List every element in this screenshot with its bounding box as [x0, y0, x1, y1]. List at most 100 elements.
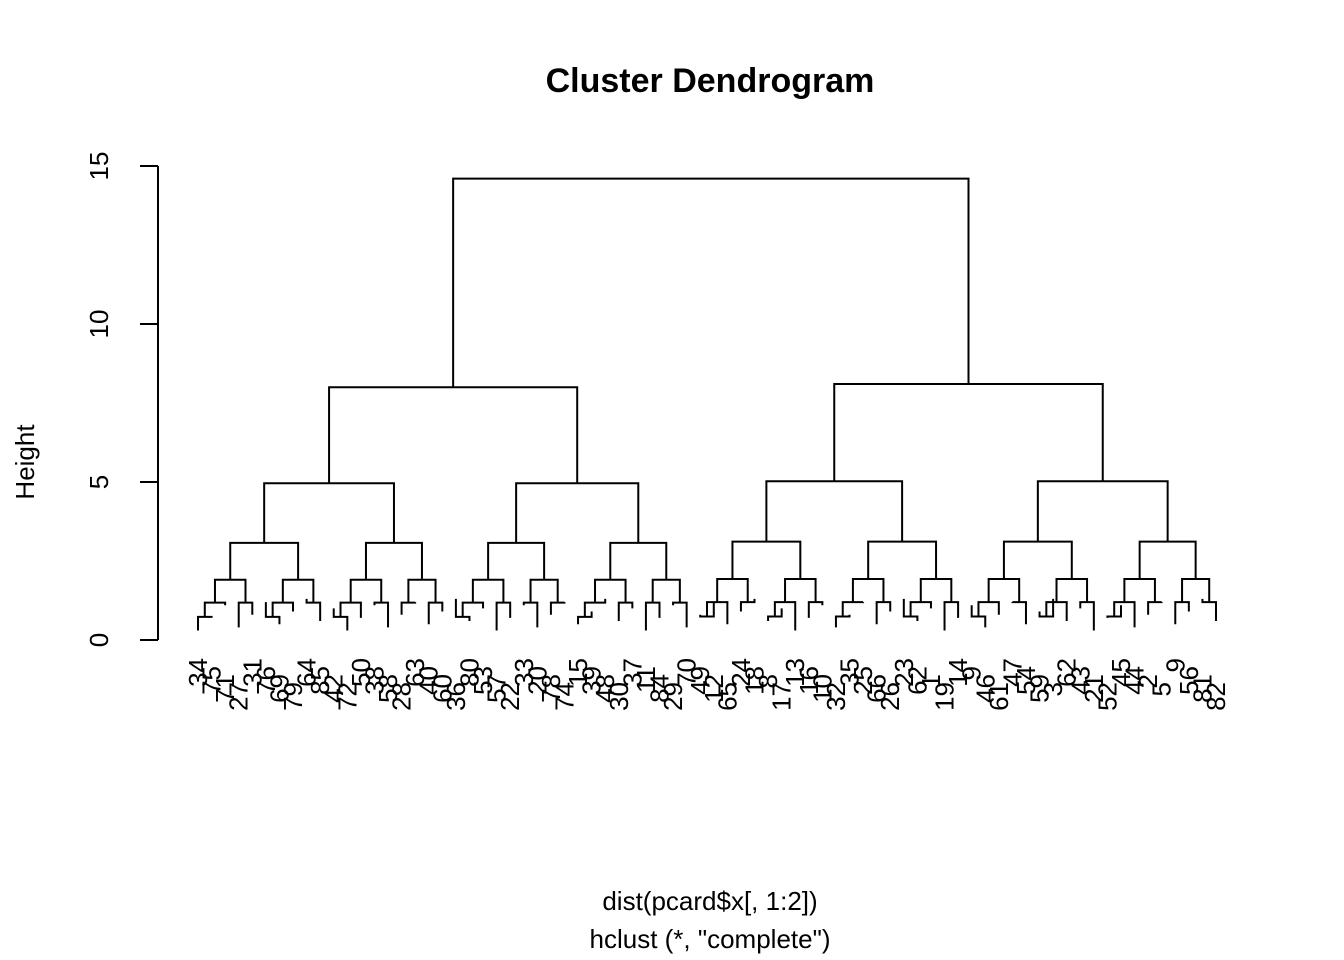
merge-link — [203, 601, 227, 617]
merge-link — [651, 578, 681, 603]
merge-link — [834, 614, 851, 628]
leaf-label: 49 — [685, 666, 715, 695]
merge-link — [594, 578, 627, 603]
merge-link — [549, 601, 566, 615]
leaf-label: 79 — [278, 682, 308, 711]
merge-link — [699, 602, 715, 618]
merge-link — [471, 578, 505, 603]
merge-link — [919, 577, 953, 603]
merge-link — [229, 541, 300, 580]
leaf-label: 58 — [373, 674, 403, 703]
merge-link — [909, 601, 932, 617]
merge-link — [400, 601, 417, 615]
merge-link — [373, 601, 390, 628]
leaf-label: 3 — [1038, 682, 1068, 696]
merge-link — [197, 615, 213, 631]
leaf-label: 45 — [1106, 658, 1136, 687]
leaf-label: 5 — [1147, 682, 1177, 696]
merge-link — [987, 577, 1021, 603]
leaf-label: 33 — [509, 658, 539, 687]
y-axis-label: Height — [10, 424, 40, 500]
y-axis: 0 5 10 15 Height — [10, 152, 159, 647]
leaf-label: 84 — [644, 674, 674, 703]
chart-title: Cluster Dendrogram — [546, 62, 875, 100]
merge-link — [731, 540, 802, 579]
leaf-label: 60 — [427, 674, 457, 703]
merge-link — [784, 577, 817, 603]
leaf-label: 38 — [359, 666, 389, 695]
leaf-label: 2 — [1133, 674, 1163, 688]
leaf-label: 71 — [210, 674, 240, 703]
leaf-label: 57 — [482, 674, 512, 703]
merge-link — [1138, 540, 1197, 579]
merge-link — [349, 578, 383, 603]
merge-link — [875, 601, 892, 625]
leaf-label: 22 — [495, 682, 525, 711]
merge-link — [452, 177, 970, 388]
y-tick-label: 15 — [84, 152, 114, 181]
merge-link — [522, 601, 539, 628]
merge-link — [461, 601, 485, 617]
leaf-label: 14 — [943, 658, 973, 687]
leaf-label: 11 — [631, 666, 661, 693]
merge-link — [1201, 598, 1217, 622]
merge-link — [305, 598, 322, 622]
merge-link — [427, 601, 444, 625]
leaf-label: 61 — [984, 682, 1014, 711]
merge-link — [1011, 601, 1027, 625]
leaf-label: 65 — [712, 682, 742, 711]
y-tick-label: 5 — [84, 475, 114, 489]
merge-link — [706, 601, 729, 625]
leaf-label: 80 — [454, 658, 484, 687]
merge-link — [833, 383, 1104, 482]
leaf-label: 25 — [848, 666, 878, 695]
merge-link — [773, 601, 797, 631]
leaf-label: 42 — [319, 674, 349, 703]
merge-link — [609, 541, 668, 580]
merge-link — [851, 577, 885, 603]
merge-link — [577, 611, 593, 625]
merge-link — [1106, 605, 1122, 618]
leaf-label: 30 — [604, 682, 634, 711]
leaf-label: 52 — [1092, 682, 1122, 711]
merge-link — [970, 605, 987, 628]
leaf-label: 43 — [1065, 666, 1095, 695]
leaf-label: 40 — [414, 666, 444, 695]
merge-link — [263, 482, 395, 543]
leaf-label: 16 — [794, 666, 824, 695]
leaf-label: 75 — [197, 666, 227, 695]
merge-link — [1002, 540, 1073, 579]
leaf-label: 17 — [767, 682, 797, 711]
leaf-label: 21 — [1079, 674, 1109, 703]
merge-link — [515, 482, 640, 543]
leaf-label: 62 — [1052, 658, 1082, 687]
leaf-label: 78 — [536, 674, 566, 703]
leaf-label: 29 — [658, 682, 688, 711]
leaf-label: 59 — [1025, 674, 1055, 703]
merge-link — [841, 601, 865, 617]
leaf-label: 39 — [577, 666, 607, 695]
leaf-label: 46 — [970, 674, 1000, 703]
leaf-label: 27 — [224, 682, 254, 711]
merge-link — [213, 578, 247, 603]
merge-link — [407, 578, 437, 603]
merge-link — [767, 608, 783, 622]
leaf-label: 66 — [862, 674, 892, 703]
merge-link — [765, 480, 904, 542]
leaf-label: 48 — [590, 674, 620, 703]
merge-link — [1147, 601, 1163, 615]
leaf-label: 13 — [780, 658, 810, 687]
leaf-label: 62 — [902, 666, 932, 695]
merge-link — [339, 601, 362, 618]
leaf-label: 26 — [875, 682, 905, 711]
leaf-label: 28 — [387, 682, 417, 711]
merge-link — [716, 577, 749, 603]
merge-link — [1113, 601, 1136, 628]
leaf-label: 56 — [1174, 666, 1204, 695]
merge-link — [237, 601, 254, 628]
merge-link — [281, 578, 315, 603]
merge-link — [1079, 601, 1095, 631]
leaf-label: 74 — [549, 682, 579, 711]
leaf-labels: 3475712731766979648542725038582863406036… — [183, 658, 1231, 711]
